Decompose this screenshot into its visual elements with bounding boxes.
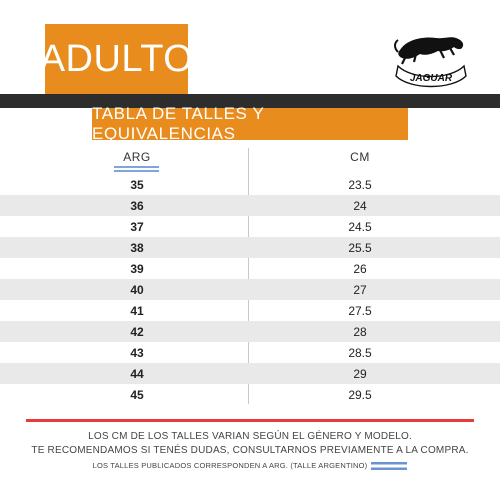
- cell-arg: 43: [130, 345, 144, 360]
- cell-arg: 36: [130, 198, 144, 213]
- cell-cm: 23.5: [348, 177, 372, 192]
- table-row: 41 27.5: [0, 300, 500, 321]
- column-header-cm: CM: [350, 150, 370, 164]
- footer-note-3: LOS TALLES PUBLICADOS CORRESPONDEN A ARG…: [0, 461, 500, 471]
- table-row: 35 23.5: [0, 174, 500, 195]
- table-row: 45 29.5: [0, 384, 500, 405]
- cell-arg: 40: [130, 282, 144, 297]
- cell-cm: 26: [353, 261, 367, 276]
- cell-cm: 25.5: [348, 240, 372, 255]
- table-title: TABLA DE TALLES Y EQUIVALENCIAS: [92, 104, 265, 143]
- table-title-bar: TABLA DE TALLES Y EQUIVALENCIAS: [92, 104, 408, 143]
- red-rule: [26, 419, 474, 422]
- column-header-arg: ARG: [123, 150, 151, 164]
- table-row: 39 26: [0, 258, 500, 279]
- adulto-badge: ADULTO: [40, 24, 193, 94]
- table-row: 44 29: [0, 363, 500, 384]
- cell-cm: 27.5: [348, 303, 372, 318]
- cell-arg: 44: [130, 366, 144, 381]
- cell-cm: 28: [353, 324, 367, 339]
- cell-cm: 29.5: [348, 387, 372, 402]
- cell-cm: 28.5: [348, 345, 372, 360]
- column-divider: [248, 148, 249, 404]
- cell-arg: 39: [130, 261, 144, 276]
- adulto-label: ADULTO: [39, 37, 194, 80]
- table-row: 36 24: [0, 195, 500, 216]
- cell-cm: 29: [353, 366, 367, 381]
- cell-arg: 41: [130, 303, 144, 318]
- cell-arg: 42: [130, 324, 144, 339]
- cell-arg: 35: [130, 177, 144, 192]
- cell-arg: 38: [130, 240, 144, 255]
- jaguar-logo-icon: JAGUAR: [394, 37, 467, 88]
- footer-note-2: TE RECOMENDAMOS SI TENÉS DUDAS, CONSULTA…: [31, 445, 469, 456]
- size-table: 35 23.5 36 24 37 24.5 38 25.5 39 26 40 27 41 27…: [0, 174, 500, 405]
- argentina-mini-flag-icon: [371, 462, 408, 471]
- logo-text: JAGUAR: [410, 73, 453, 84]
- cell-arg: 45: [130, 387, 144, 402]
- cell-cm: 27: [353, 282, 367, 297]
- footer-note-3-text: LOS TALLES PUBLICADOS CORRESPONDEN A ARG…: [92, 461, 368, 470]
- argentina-flag-icon: [114, 166, 159, 172]
- cell-arg: 37: [130, 219, 144, 234]
- footer-note-1: LOS CM DE LOS TALLES VARIAN SEGÚN EL GÉN…: [88, 431, 412, 442]
- table-row: 38 25.5: [0, 237, 500, 258]
- table-row: 40 27: [0, 279, 500, 300]
- cell-cm: 24.5: [348, 219, 372, 234]
- cell-cm: 24: [353, 198, 367, 213]
- table-row: 42 28: [0, 321, 500, 342]
- table-row: 37 24.5: [0, 216, 500, 237]
- table-row: 43 28.5: [0, 342, 500, 363]
- dark-band: [0, 94, 500, 108]
